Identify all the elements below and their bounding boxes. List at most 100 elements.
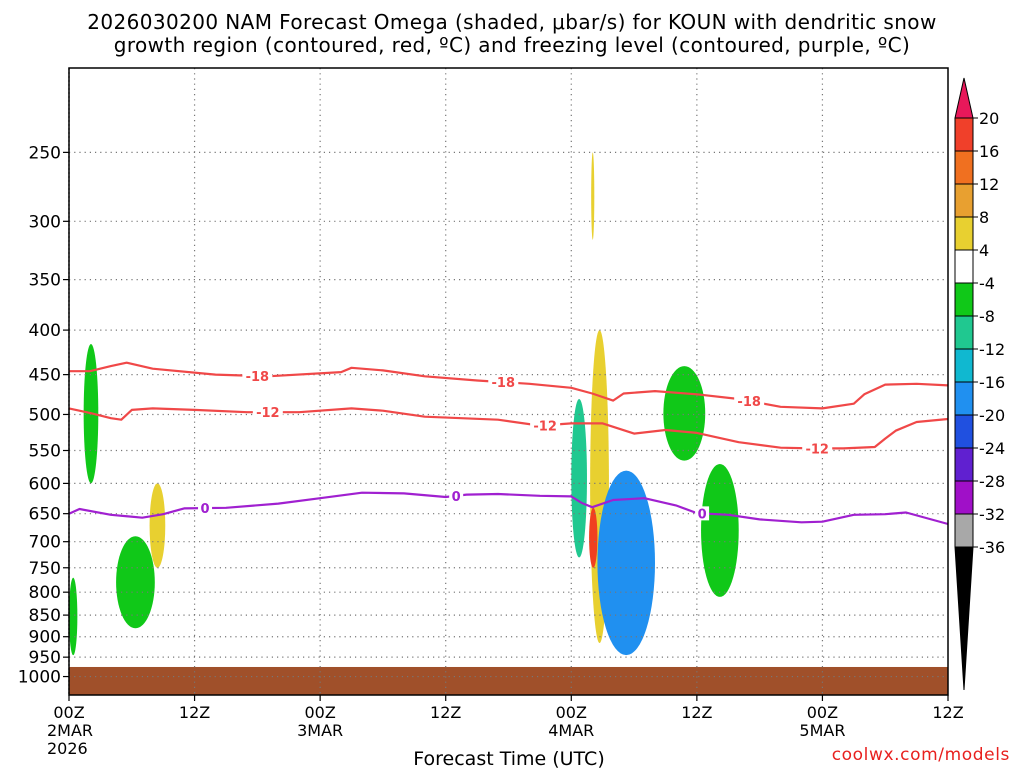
colorbar-label-12: -32 bbox=[979, 505, 1005, 524]
omega-region-4 bbox=[591, 152, 595, 240]
x-year-label-0: 2026 bbox=[47, 739, 88, 758]
y-tick-label-500: 500 bbox=[29, 405, 61, 425]
ground-band bbox=[69, 666, 948, 695]
colorbar-label-10: -24 bbox=[979, 439, 1005, 458]
y-tick-label-550: 550 bbox=[29, 442, 61, 462]
omega-region-9 bbox=[663, 366, 706, 461]
y-tick-label-800: 800 bbox=[29, 583, 61, 603]
colorbar-label-9: -20 bbox=[979, 406, 1005, 425]
colorbar-seg-2 bbox=[954, 150, 974, 185]
colorbar-seg-3 bbox=[954, 183, 974, 218]
contour-label-1-2: -12 bbox=[805, 442, 829, 457]
contour-lines: -18 -18 -18 -12 -12 -12 0 0 0 bbox=[68, 361, 949, 526]
contour-label-bg-1-0 bbox=[252, 405, 283, 420]
omega-region-7 bbox=[571, 399, 587, 558]
contour-label-bg-1-2 bbox=[802, 441, 833, 456]
colorbar-label-5: -4 bbox=[979, 274, 995, 293]
colorbar-label-2: 12 bbox=[979, 175, 999, 194]
omega-region-3 bbox=[149, 483, 166, 568]
contour-label-2-0: 0 bbox=[201, 502, 210, 517]
x-tick-label-48: 00Z bbox=[556, 703, 587, 722]
y-tick-label-250: 250 bbox=[29, 143, 61, 163]
x-date-label-24: 3MAR bbox=[297, 721, 343, 740]
contour-label-0-2: -18 bbox=[737, 395, 761, 410]
grid-lines bbox=[69, 68, 948, 695]
x-tick-label-60: 12Z bbox=[681, 703, 712, 722]
colorbar-label-1: 16 bbox=[979, 142, 999, 161]
colorbar-seg-10 bbox=[954, 414, 974, 449]
colorbar-label-13: -36 bbox=[979, 538, 1005, 557]
contour-label-2-2: 0 bbox=[698, 507, 707, 522]
ground-rect bbox=[69, 666, 948, 695]
colorbar-label-3: 8 bbox=[979, 208, 989, 227]
y-tick-label-450: 450 bbox=[29, 366, 61, 386]
x-date-label-0: 2MAR bbox=[47, 721, 93, 740]
x-tick-label-0: 00Z bbox=[53, 703, 84, 722]
chart-title-line1: 2026030200 NAM Forecast Omega (shaded, μ… bbox=[87, 10, 937, 34]
y-tick-label-900: 900 bbox=[29, 628, 61, 648]
contour-label-bg-2-2 bbox=[695, 506, 710, 521]
colorbar-seg-4 bbox=[954, 216, 974, 251]
y-tick-label-950: 950 bbox=[29, 648, 61, 668]
y-tick-label-700: 700 bbox=[29, 533, 61, 553]
x-tick-label-72: 00Z bbox=[807, 703, 838, 722]
colorbar-label-4: 4 bbox=[979, 241, 989, 260]
plot-frame bbox=[68, 67, 949, 696]
contour-label-0-1: -18 bbox=[492, 376, 516, 391]
contour-line-0 bbox=[69, 361, 949, 410]
contour-label-bg-0-1 bbox=[488, 375, 519, 390]
y-tick-label-650: 650 bbox=[29, 505, 61, 525]
colorbar-bottom-arrow bbox=[954, 546, 974, 691]
contour-label-bg-2-0 bbox=[198, 501, 213, 516]
colorbar-label-7: -12 bbox=[979, 340, 1005, 359]
omega-region-6 bbox=[589, 507, 598, 568]
x-tick-label-12: 12Z bbox=[179, 703, 210, 722]
contour-label-0-0: -18 bbox=[246, 370, 270, 385]
contour-label-1-0: -12 bbox=[256, 406, 280, 421]
contour-label-bg-0-0 bbox=[242, 368, 273, 383]
colorbar-label-8: -16 bbox=[979, 373, 1005, 392]
colorbar-seg-5 bbox=[954, 249, 974, 284]
y-tick-label-1000: 1000 bbox=[18, 668, 61, 688]
omega-shading bbox=[69, 152, 739, 656]
y-tick-label-350: 350 bbox=[29, 271, 61, 291]
colorbar-seg-8 bbox=[954, 348, 974, 383]
colorbar-seg-12 bbox=[954, 480, 974, 515]
colorbar-label-6: -8 bbox=[979, 307, 995, 326]
omega-region-1 bbox=[69, 577, 78, 656]
omega-region-2 bbox=[116, 536, 155, 629]
colorbar-label-0: 20 bbox=[979, 109, 999, 128]
contour-label-bg-1-1 bbox=[530, 418, 561, 433]
colorbar-seg-9 bbox=[954, 381, 974, 416]
contour-label-bg-0-2 bbox=[734, 393, 765, 408]
colorbar-top-arrow bbox=[954, 77, 974, 119]
colorbar-seg-7 bbox=[954, 315, 974, 350]
omega-region-10 bbox=[701, 464, 739, 597]
contour-label-1-1: -12 bbox=[533, 419, 557, 434]
y-tick-label-300: 300 bbox=[29, 212, 61, 232]
y-tick-label-400: 400 bbox=[29, 321, 61, 341]
contour-line-2 bbox=[68, 491, 949, 526]
x-tick-label-24: 00Z bbox=[304, 703, 335, 722]
colorbar-seg-11 bbox=[954, 447, 974, 482]
x-date-label-72: 5MAR bbox=[799, 721, 845, 740]
y-axis: 2503003504004505005506006507007508008509… bbox=[18, 143, 69, 688]
omega-region-8 bbox=[597, 470, 655, 656]
x-tick-label-36: 12Z bbox=[430, 703, 461, 722]
x-axis-title: Forecast Time (UTC) bbox=[413, 748, 604, 768]
y-tick-label-600: 600 bbox=[29, 474, 61, 494]
contour-label-bg-2-1 bbox=[449, 488, 464, 503]
y-tick-label-850: 850 bbox=[29, 606, 61, 626]
colorbar: 20 16 12 8 4 -4 -8 -12 -16 -20 -24 -28 -32 -36 bbox=[954, 77, 1005, 691]
x-tick-label-84: 12Z bbox=[932, 703, 963, 722]
y-tick-label-750: 750 bbox=[29, 559, 61, 579]
colorbar-seg-13 bbox=[954, 513, 974, 548]
chart-title-line2: growth region (contoured, red, ºC) and f… bbox=[113, 33, 911, 57]
colorbar-label-11: -28 bbox=[979, 472, 1005, 491]
x-date-label-48: 4MAR bbox=[548, 721, 594, 740]
colorbar-seg-6 bbox=[954, 282, 974, 317]
contour-label-2-1: 0 bbox=[452, 490, 461, 505]
credit-text: coolwx.com/models bbox=[831, 745, 1010, 765]
